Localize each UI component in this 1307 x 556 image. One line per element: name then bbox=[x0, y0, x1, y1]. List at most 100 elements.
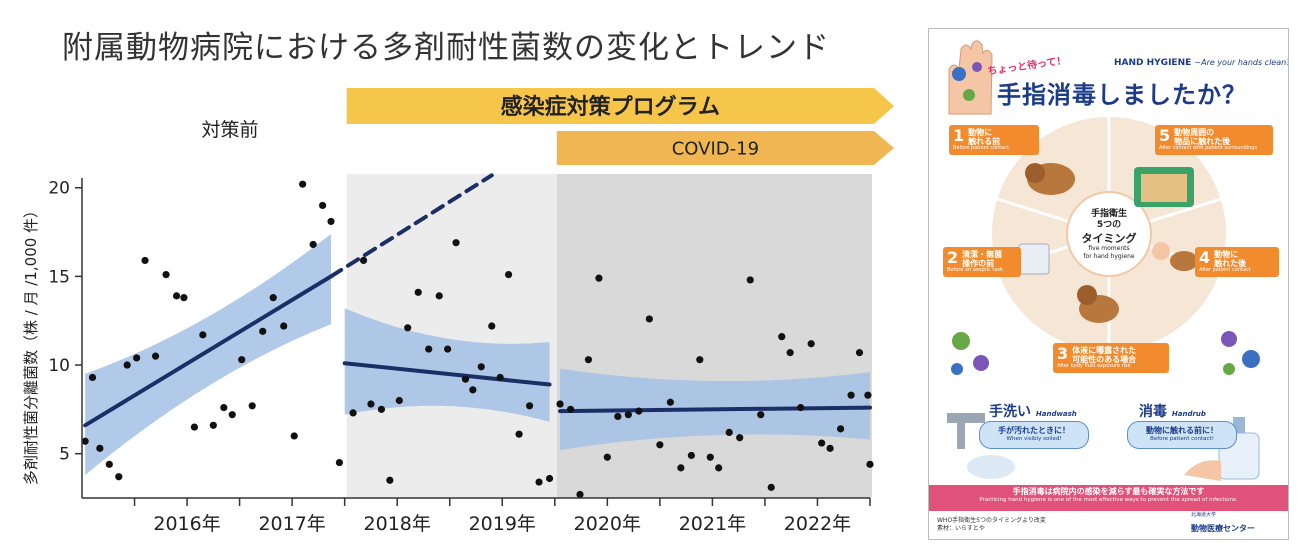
data-point-13 bbox=[199, 331, 207, 339]
handwash-jp: 手洗い bbox=[989, 404, 1031, 420]
data-point-19 bbox=[259, 327, 267, 335]
moment-1-jp2: 触れる前 bbox=[968, 137, 1001, 147]
center-en1: five moments bbox=[1088, 245, 1130, 253]
data-point-41 bbox=[469, 386, 477, 394]
moment-5-jp2: 物品に触れた後 bbox=[1174, 137, 1231, 147]
data-point-4 bbox=[115, 473, 123, 481]
trend-line-0 bbox=[83, 274, 334, 428]
data-point-36 bbox=[425, 345, 433, 353]
hand-hygiene-poster: ちょっと待って！ HAND HYGIENE ~Are your hands cl… bbox=[928, 28, 1289, 540]
data-point-67 bbox=[725, 428, 733, 436]
handwash-bubble: 手が汚れたときに！ When visibly soiled! bbox=[979, 421, 1089, 449]
handrub-bubble: 動物に触れる前に！ Before patient contact! bbox=[1127, 421, 1237, 449]
period-label-pre: 対策前 bbox=[201, 119, 258, 141]
handwash-bubble-en: When visibly soiled! bbox=[1006, 436, 1062, 443]
data-point-77 bbox=[826, 444, 834, 452]
x-tick-label-4: 2020年 bbox=[574, 513, 641, 535]
data-point-22 bbox=[290, 432, 298, 440]
data-point-37 bbox=[435, 292, 443, 300]
data-point-12 bbox=[190, 423, 199, 431]
data-point-78 bbox=[836, 425, 845, 433]
x-tick-label-5: 2021年 bbox=[679, 513, 746, 535]
data-point-45 bbox=[504, 271, 513, 279]
y-tick-label-2: 15 bbox=[48, 267, 70, 287]
five-moments-center: 手指衛生 5つの タイミング five moments for hand hyg… bbox=[1064, 209, 1154, 260]
period-band-2 bbox=[556, 174, 872, 498]
data-point-27 bbox=[335, 458, 344, 467]
data-point-60 bbox=[656, 441, 664, 449]
data-point-5 bbox=[123, 361, 131, 369]
trend-line-2 bbox=[342, 361, 552, 387]
data-point-39 bbox=[452, 239, 460, 247]
handrub-heading: 消毒 Handrub bbox=[1139, 401, 1206, 421]
banner-label-1: COVID-19 bbox=[672, 138, 759, 159]
x-tick-label-6: 2022年 bbox=[784, 513, 851, 535]
data-point-3 bbox=[105, 460, 113, 468]
data-point-82 bbox=[866, 460, 874, 468]
x-tick-label-1: 2017年 bbox=[258, 513, 325, 535]
moment-2-number: 2 bbox=[947, 248, 959, 267]
data-point-80 bbox=[855, 349, 864, 357]
data-point-18 bbox=[248, 402, 256, 410]
moment-1-label: 1 動物に 触れる前 Before patient contact bbox=[949, 125, 1039, 156]
poster-org-university: 北海道大学 bbox=[1191, 512, 1217, 518]
data-point-74 bbox=[797, 403, 805, 412]
moment-1-number: 1 bbox=[953, 126, 965, 145]
moment-5-jp1: 動物周囲の bbox=[1174, 128, 1215, 137]
data-point-21 bbox=[280, 322, 288, 330]
data-point-2 bbox=[96, 444, 104, 452]
data-point-79 bbox=[847, 391, 855, 399]
data-point-31 bbox=[377, 405, 386, 413]
data-point-17 bbox=[238, 356, 246, 364]
data-point-8 bbox=[151, 352, 160, 360]
data-point-69 bbox=[746, 276, 754, 284]
data-point-71 bbox=[767, 483, 775, 491]
data-point-53 bbox=[584, 356, 593, 364]
data-point-63 bbox=[687, 451, 695, 460]
data-point-68 bbox=[736, 434, 744, 442]
data-point-9 bbox=[162, 271, 170, 279]
data-point-65 bbox=[706, 453, 714, 461]
credit-line2: 素材：いらすとや bbox=[937, 525, 985, 533]
data-point-58 bbox=[635, 407, 643, 415]
y-tick-label-3: 20 bbox=[48, 179, 70, 199]
chart-title: 附属動物病院における多剤耐性菌数の変化とトレンド bbox=[62, 30, 830, 66]
moment-4-jp2: 触れた後 bbox=[1214, 259, 1247, 269]
center-line3: タイミング bbox=[1081, 231, 1137, 245]
poster-org: 動物医療センター bbox=[1191, 524, 1255, 533]
data-point-24 bbox=[309, 240, 317, 249]
data-point-62 bbox=[677, 464, 685, 472]
handrub-jp: 消毒 bbox=[1139, 404, 1167, 420]
center-en2: for hand hygiene bbox=[1083, 252, 1135, 260]
footer-jp: 手指消毒は病院内の感染を減らす最も確実な方法です bbox=[1012, 487, 1205, 496]
moment-3-jp1: 体液に曝露された bbox=[1072, 346, 1137, 355]
handrub-bubble-en: Before patient contact! bbox=[1150, 436, 1214, 443]
banner-1 bbox=[556, 131, 894, 165]
data-point-51 bbox=[566, 405, 575, 413]
data-point-7 bbox=[141, 256, 149, 265]
data-point-48 bbox=[535, 478, 543, 486]
moment-5-label: 5 動物周囲の 物品に触れた後 After contact with patie… bbox=[1155, 125, 1273, 156]
moment-5-en: After contact with patient surroundings bbox=[1159, 145, 1258, 152]
moment-2-label: 2 清潔・無菌 操作の前 Before an aseptic task bbox=[943, 247, 1021, 278]
banner-label-0: 感染症対策プログラム bbox=[501, 94, 720, 120]
moment-4-jp1: 動物に bbox=[1214, 250, 1239, 259]
moment-4-number: 4 bbox=[1199, 248, 1211, 267]
trend-line-1 bbox=[329, 173, 494, 279]
data-point-40 bbox=[461, 375, 470, 383]
y-tick-label-0: 5 bbox=[59, 445, 70, 465]
center-line2: 5つの bbox=[1096, 220, 1122, 231]
data-point-34 bbox=[404, 324, 412, 332]
moment-2-jp1: 清潔・無菌 bbox=[962, 250, 1003, 259]
data-point-66 bbox=[715, 464, 723, 472]
data-point-44 bbox=[496, 373, 504, 382]
moment-3-jp2: 可能性のある場合 bbox=[1072, 355, 1137, 365]
data-point-57 bbox=[624, 411, 632, 419]
credit-line1: WHO手指衛生5つのタイミングより改変 bbox=[937, 517, 1046, 524]
data-point-81 bbox=[864, 391, 872, 399]
data-point-10 bbox=[172, 292, 181, 300]
poster-credit: WHO手指衛生5つのタイミングより改変 素材：いらすとや bbox=[937, 517, 1046, 533]
x-tick-label-0: 2016年 bbox=[153, 513, 220, 535]
trend-line-3 bbox=[558, 405, 872, 414]
data-point-32 bbox=[386, 476, 394, 484]
